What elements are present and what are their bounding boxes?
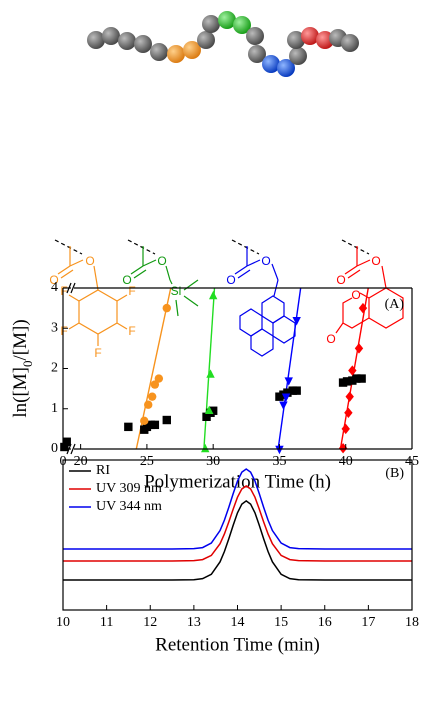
marker xyxy=(292,317,301,326)
atom-label: O xyxy=(336,273,345,287)
marker xyxy=(348,365,357,376)
marker xyxy=(150,420,160,430)
legend-label: UV 344 nm xyxy=(96,499,162,514)
legend-label: RI xyxy=(96,463,110,478)
atom-label: F xyxy=(128,284,135,298)
annotation: (B) xyxy=(385,466,404,481)
atom-label: F xyxy=(94,346,101,360)
monomer-pfp xyxy=(54,239,128,346)
marker xyxy=(338,442,348,454)
trace xyxy=(63,468,412,550)
marker xyxy=(354,343,364,354)
atom-label: O xyxy=(326,332,335,346)
x-tick-label: 10 xyxy=(56,615,70,630)
monomer-coumarin xyxy=(335,239,404,334)
axis-break xyxy=(70,443,76,455)
marker xyxy=(140,416,149,426)
x-tick-label: 17 xyxy=(361,615,375,630)
marker xyxy=(275,445,284,455)
fit-line xyxy=(203,288,216,449)
trace xyxy=(63,500,412,581)
legend-label: UV 309 nm xyxy=(96,481,162,496)
atom-label: O xyxy=(351,288,360,302)
marker xyxy=(281,393,291,402)
axis-break xyxy=(66,443,72,455)
x-tick-label: 16 xyxy=(318,615,332,630)
marker xyxy=(150,380,160,389)
marker xyxy=(292,386,301,395)
x-tick-label: 35 xyxy=(272,454,286,469)
axis-break xyxy=(66,282,72,294)
marker xyxy=(144,400,153,409)
marker xyxy=(201,443,210,453)
y-tick-label: 3 xyxy=(51,320,58,335)
plot-area xyxy=(135,288,369,449)
y-tick-label: 4 xyxy=(51,280,58,295)
atom-label: F xyxy=(60,284,67,298)
x-tick-label: 12 xyxy=(143,615,157,630)
x-tick-label: 25 xyxy=(140,454,154,469)
y-axis-label-part: 0 xyxy=(20,361,35,368)
x-axis-label: Retention Time (min) xyxy=(155,634,320,655)
atom-label: O xyxy=(371,254,380,268)
atom-label: O xyxy=(261,254,270,268)
trace xyxy=(63,485,412,562)
marker xyxy=(208,290,218,300)
atom-label: O xyxy=(122,273,131,287)
marker xyxy=(283,388,292,397)
y-tick-label: 1 xyxy=(51,401,58,416)
marker xyxy=(341,423,350,435)
marker xyxy=(208,406,218,415)
marker xyxy=(342,377,352,386)
x-tick-label: 20 xyxy=(74,454,88,469)
marker xyxy=(124,422,133,432)
marker xyxy=(205,405,214,414)
marker xyxy=(60,442,69,452)
x-tick-label: 30 xyxy=(206,454,220,469)
y-axis-label: ln([M]0/[M]) xyxy=(10,319,35,417)
monomer-pyrene xyxy=(231,239,296,357)
monomer-tms xyxy=(127,239,199,317)
marker xyxy=(352,374,361,383)
y-tick-label: 2 xyxy=(51,361,58,376)
atom-label: O xyxy=(49,273,58,287)
marker xyxy=(344,407,353,418)
y-axis-label-part: ln([M] xyxy=(10,367,31,418)
atom-label: O xyxy=(157,254,166,268)
fit-line xyxy=(277,288,302,449)
x-tick-label: 11 xyxy=(100,615,113,630)
polymer-beads xyxy=(87,11,359,77)
marker xyxy=(357,374,366,383)
y-axis-label-part: /[M]) xyxy=(10,319,31,360)
axis-break xyxy=(70,282,76,294)
marker xyxy=(148,392,157,401)
marker xyxy=(162,303,171,313)
x-tick-label: 15 xyxy=(274,615,288,630)
marker xyxy=(206,369,215,378)
marker xyxy=(345,391,354,402)
marker xyxy=(279,401,288,410)
x-tick-label: 14 xyxy=(231,615,245,630)
atom-label: O xyxy=(85,254,94,268)
atom-label: Si xyxy=(171,284,182,298)
y-tick-label: 0 xyxy=(51,441,58,456)
marker xyxy=(162,415,171,425)
atom-label: F xyxy=(60,324,67,338)
atom-label: F xyxy=(128,324,135,338)
x-tick-label: 18 xyxy=(405,615,419,630)
x-tick-label: 13 xyxy=(187,615,201,630)
marker xyxy=(358,302,368,314)
x-tick-label: 40 xyxy=(339,454,353,469)
atom-label: O xyxy=(226,273,235,287)
marker xyxy=(154,374,164,383)
marker xyxy=(284,377,293,386)
marker xyxy=(62,437,71,446)
annotation: (A) xyxy=(385,297,405,312)
